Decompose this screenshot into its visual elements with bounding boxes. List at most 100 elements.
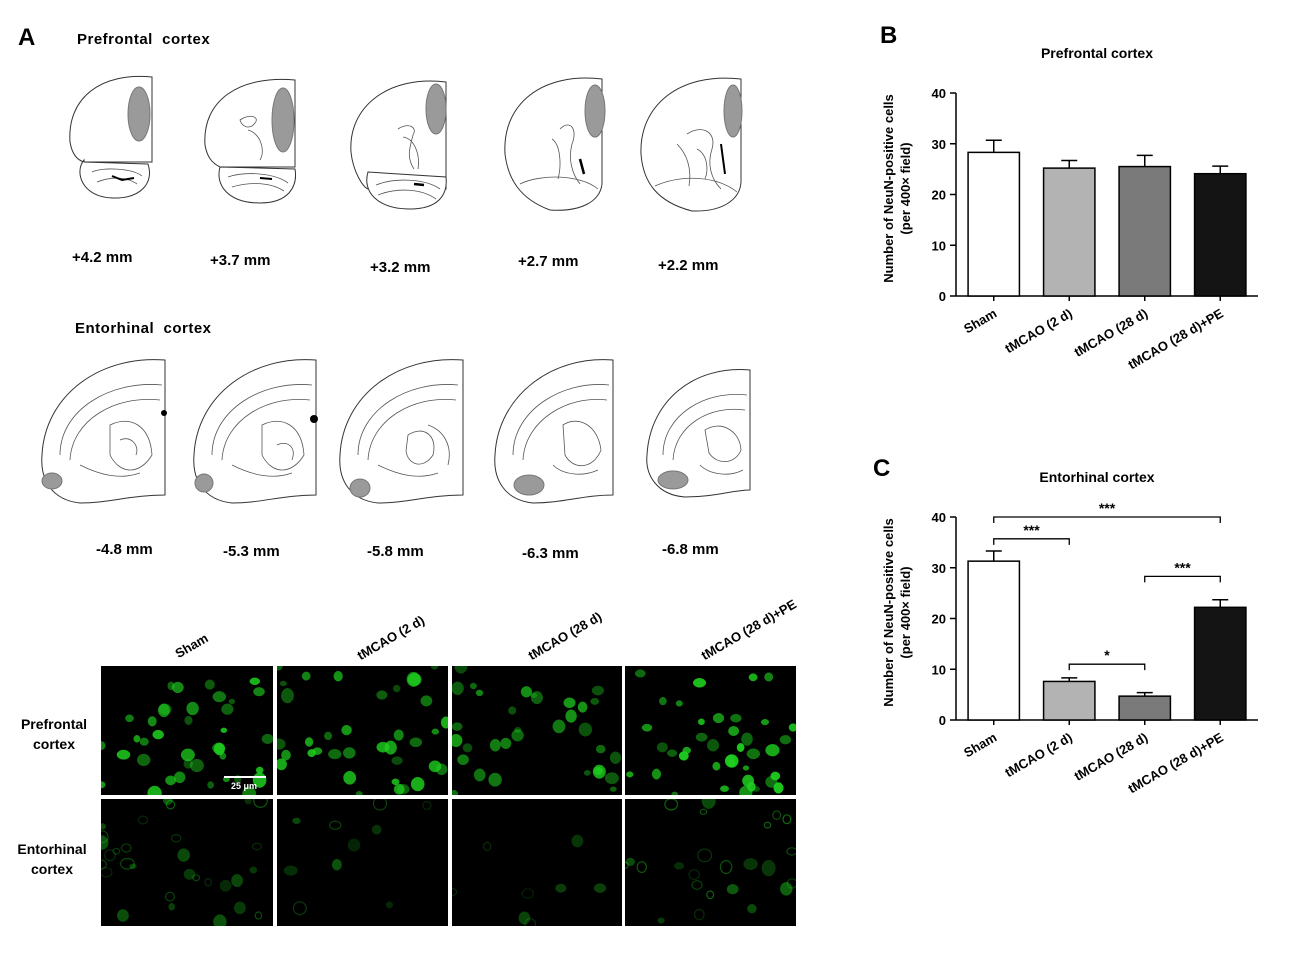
micrograph-prefrontal-tmcao-28d xyxy=(452,666,622,795)
neun-cell xyxy=(712,713,725,724)
neun-cell xyxy=(565,709,577,723)
neun-cell xyxy=(391,756,403,765)
neun-cell xyxy=(125,714,134,723)
scale-bar xyxy=(224,776,266,778)
neun-cell xyxy=(228,698,236,705)
significance-label: *** xyxy=(1023,522,1040,538)
prefrontal-coord-5: +2.2 mm xyxy=(658,257,719,274)
y-axis-label: (per 400× field) xyxy=(898,142,913,234)
neun-cell xyxy=(180,748,195,762)
neun-cell xyxy=(101,823,106,830)
neun-cell xyxy=(625,861,629,869)
bar xyxy=(1118,165,1172,297)
prefrontal-coord-1: +4.2 mm xyxy=(72,249,133,266)
entorhinal-atlas-section-4 xyxy=(494,359,614,504)
neun-cell xyxy=(147,716,157,727)
neun-cell xyxy=(157,703,170,718)
neun-cell xyxy=(761,859,776,877)
entorhinal-atlas-section-2 xyxy=(193,359,318,504)
prefrontal-atlas-section-1 xyxy=(69,75,153,199)
y-axis-label: Number of NeuN-positive cells xyxy=(881,518,896,707)
neun-cell xyxy=(693,908,705,921)
y-tick-label: 0 xyxy=(939,713,946,728)
neun-cell xyxy=(706,890,715,900)
neun-cell xyxy=(720,785,729,792)
region-marker xyxy=(723,84,743,138)
neun-cell xyxy=(695,732,708,742)
neun-cell xyxy=(452,887,458,897)
neun-cell xyxy=(385,901,393,909)
neun-cell xyxy=(726,754,735,764)
neun-cell xyxy=(555,883,567,893)
neun-cell xyxy=(666,749,678,757)
neun-cell xyxy=(657,917,665,924)
neun-cell xyxy=(641,723,653,732)
entorhinal-coord-3: -5.8 mm xyxy=(367,543,424,560)
neun-cell xyxy=(331,858,342,871)
neun-cell xyxy=(779,735,792,745)
micro-col-label-tmcao-28d: tMCAO (28 d) xyxy=(525,608,605,663)
neun-cell xyxy=(244,799,252,805)
significance-bracket xyxy=(1144,575,1221,583)
scale-bar-label: 25 μm xyxy=(231,781,258,791)
neun-cell xyxy=(788,723,796,732)
neun-cell xyxy=(692,678,707,688)
neun-cell xyxy=(177,848,191,862)
region-marker xyxy=(425,83,447,135)
prefrontal-atlas-section-2 xyxy=(204,78,297,204)
bar xyxy=(1118,695,1172,721)
x-tick-label: Sham xyxy=(961,306,999,337)
neun-cell xyxy=(583,770,591,776)
prefrontal-coord-2: +3.7 mm xyxy=(210,252,271,269)
neun-cell xyxy=(475,689,484,697)
neun-cell xyxy=(431,728,440,735)
neun-cell xyxy=(192,874,201,882)
neun-cell xyxy=(706,738,720,752)
panel-a-letter: A xyxy=(18,24,36,51)
neun-cell xyxy=(636,861,647,874)
neun-cell xyxy=(726,884,739,895)
neun-cell xyxy=(508,706,517,715)
neun-cell xyxy=(328,748,342,760)
neun-cell xyxy=(410,776,425,792)
neun-cell xyxy=(165,799,176,810)
neun-cell xyxy=(292,901,307,916)
y-tick-label: 20 xyxy=(932,188,946,203)
neun-cell xyxy=(747,781,756,792)
neun-cell xyxy=(104,849,116,862)
neun-cell xyxy=(251,842,262,851)
neun-cell xyxy=(204,679,215,690)
region-marker xyxy=(584,84,606,138)
y-tick-label: 30 xyxy=(932,137,946,152)
x-tick-label: tMCAO (2 d) xyxy=(1002,730,1075,781)
neun-cell xyxy=(609,786,617,792)
neun-cell xyxy=(435,763,448,776)
neun-cell xyxy=(675,700,683,707)
neun-cell xyxy=(101,859,107,870)
bar xyxy=(967,151,1021,297)
neun-cell xyxy=(213,742,225,756)
neun-cell xyxy=(253,687,265,697)
neun-cell xyxy=(152,729,164,740)
neun-cell xyxy=(591,685,605,696)
neun-cell xyxy=(440,716,448,729)
x-tick-label: Sham xyxy=(961,730,999,761)
neun-cell xyxy=(372,799,388,811)
neun-cell xyxy=(500,737,512,750)
significance-bracket xyxy=(993,538,1070,545)
y-tick-label: 40 xyxy=(932,86,946,101)
neun-cell xyxy=(212,691,227,703)
neun-cell xyxy=(279,680,287,687)
neun-cell xyxy=(469,682,477,690)
neun-cell xyxy=(376,741,390,753)
neun-cell xyxy=(782,814,792,825)
neun-cell xyxy=(697,848,713,863)
neun-cell xyxy=(204,877,212,887)
neun-cell xyxy=(511,729,524,742)
neun-cell xyxy=(691,880,703,890)
neun-cell xyxy=(307,749,316,758)
micrograph-entorhinal-tmcao-2d xyxy=(277,799,448,926)
neun-cell xyxy=(347,838,361,852)
neun-cell xyxy=(786,878,796,889)
neun-cell xyxy=(770,771,781,781)
